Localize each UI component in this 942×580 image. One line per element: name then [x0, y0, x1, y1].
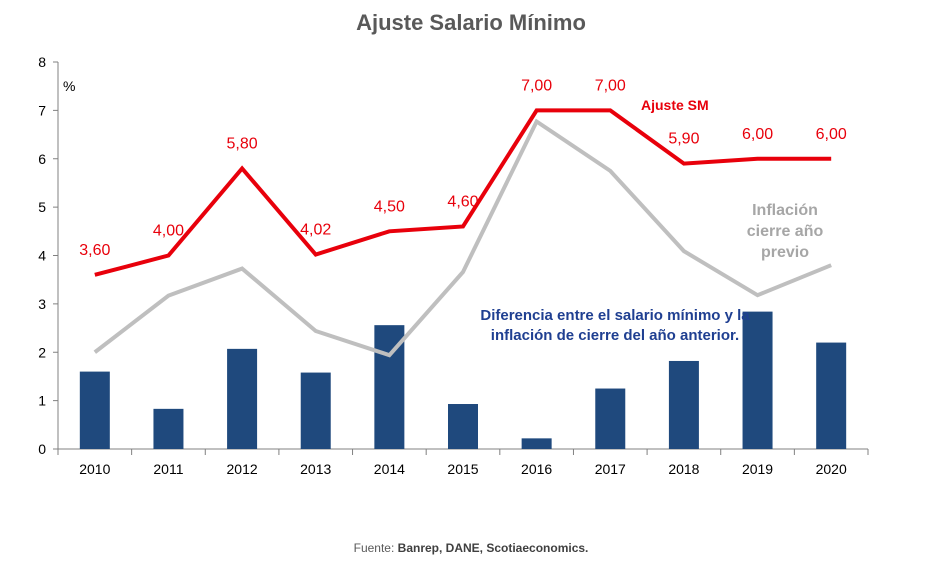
- x-tick-label: 2017: [595, 461, 626, 477]
- y-tick-label: 6: [38, 151, 46, 167]
- ajuste-sm-data-label: 4,02: [300, 222, 331, 239]
- bar: [79, 371, 110, 449]
- x-tick-label: 2019: [742, 461, 773, 477]
- y-tick-label: 8: [38, 54, 46, 70]
- bar: [742, 311, 773, 449]
- bar: [227, 348, 258, 449]
- x-tick-label: 2011: [153, 461, 183, 477]
- bar: [595, 388, 626, 449]
- x-tick-label: 2012: [227, 461, 258, 477]
- chart-title: Ajuste Salario Mínimo: [356, 10, 586, 35]
- bar: [816, 342, 847, 449]
- bar-series: [79, 311, 847, 449]
- y-tick-label: 5: [38, 199, 46, 215]
- bar: [153, 408, 184, 449]
- x-tick-label: 2018: [668, 461, 699, 477]
- inflation-line: [93, 118, 832, 358]
- x-tick-label: 2010: [79, 461, 110, 477]
- y-tick-label: 1: [38, 393, 46, 409]
- y-tick-label: 0: [38, 441, 46, 457]
- x-tick-label: 2020: [816, 461, 847, 477]
- y-tick-label: 3: [38, 296, 46, 312]
- ajuste-sm-data-label: 4,00: [153, 223, 184, 240]
- source-note: Fuente: Banrep, DANE, Scotiaeconomics.: [0, 541, 942, 555]
- y-tick-label: 7: [38, 102, 46, 118]
- annotation-difference: Diferencia entre el salario mínimo y la …: [480, 307, 750, 344]
- x-tick-label: 2014: [374, 461, 405, 477]
- x-tick-label: 2013: [300, 461, 331, 477]
- ajuste-sm-data-label: 3,60: [79, 242, 110, 259]
- ajuste-sm-line: [94, 108, 832, 277]
- line-series: [93, 108, 832, 358]
- ajuste-sm-data-label: 5,80: [227, 135, 258, 152]
- bar: [448, 404, 478, 449]
- y-tick-label: 2: [38, 344, 46, 360]
- ajuste-sm-data-label: 6,00: [742, 126, 773, 143]
- data-labels: 3,60 4,00 5,80 4,02 4,50 4,60 7,00 7,00 5,90 6,00…: [79, 77, 847, 258]
- y-tick-label: 4: [38, 248, 46, 264]
- ajuste-sm-data-label: 4,50: [374, 198, 405, 215]
- x-tick-label: 2016: [521, 461, 552, 477]
- y-unit-label: %: [63, 78, 76, 94]
- source-text: Banrep, DANE, Scotiaeconomics.: [397, 541, 589, 555]
- ajuste-sm-data-label: 5,90: [668, 131, 699, 148]
- bar: [668, 360, 699, 449]
- ajuste-sm-data-label: 7,00: [521, 77, 552, 94]
- bar: [521, 438, 552, 449]
- source-prefix: Fuente:: [353, 541, 398, 555]
- ajuste-sm-data-label: 6,00: [816, 126, 847, 143]
- ajuste-sm-data-label: 7,00: [595, 77, 626, 94]
- annotation-inflation: Inflación cierre año previo: [746, 202, 824, 261]
- x-tick-label: 2015: [447, 461, 478, 477]
- annotation-ajuste-sm: Ajuste SM: [641, 97, 709, 113]
- ajuste-sm-data-label: 4,60: [447, 193, 478, 210]
- bar: [300, 372, 331, 449]
